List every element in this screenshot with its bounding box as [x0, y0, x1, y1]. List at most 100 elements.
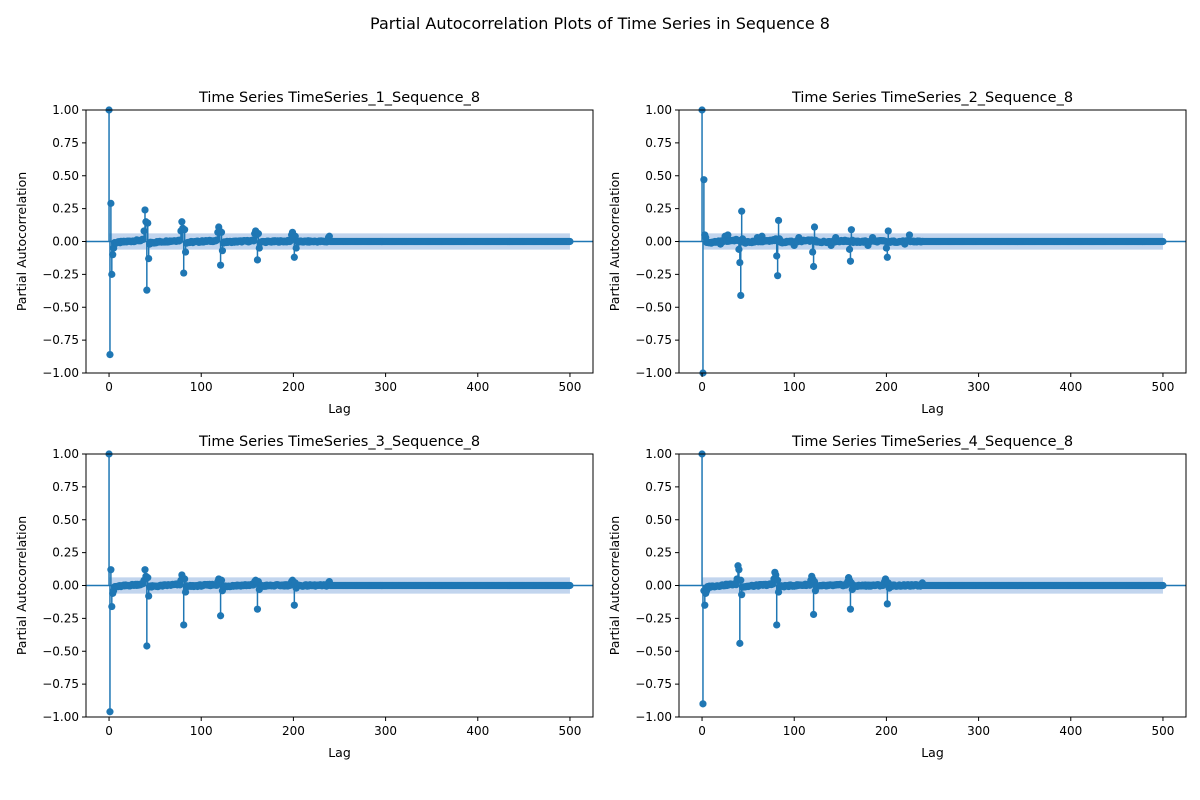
- y-axis-label: Partial Autocorrelation: [607, 516, 622, 655]
- pacf-marker: [884, 227, 892, 235]
- y-tick-label: −0.75: [42, 677, 79, 691]
- pacf-marker: [180, 269, 188, 277]
- pacf-marker: [218, 247, 227, 255]
- pacf-marker: [108, 270, 116, 278]
- pacf-marker: [845, 245, 854, 253]
- x-tick-label: 500: [1152, 724, 1175, 738]
- pacf-marker: [181, 588, 190, 596]
- pacf-marker: [736, 258, 744, 267]
- x-tick-label: 300: [374, 724, 397, 738]
- x-tick-label: 0: [105, 380, 113, 394]
- y-tick-label: −0.25: [635, 267, 672, 281]
- y-tick-label: −0.50: [635, 644, 672, 658]
- pacf-marker: [810, 223, 819, 231]
- pacf-marker: [254, 230, 262, 238]
- pacf-marker: [738, 591, 746, 599]
- pacf-marker: [141, 206, 149, 214]
- panel-title: Time Series TimeSeries_3_Sequence_8: [198, 434, 480, 450]
- pacf-marker: [735, 566, 743, 574]
- pacf-marker: [143, 642, 151, 650]
- pacf-marker: [141, 566, 149, 574]
- y-tick-label: −0.25: [635, 611, 672, 625]
- y-tick-label: 0.25: [52, 202, 79, 216]
- pacf-marker: [106, 708, 114, 716]
- pacf-marker: [566, 581, 574, 590]
- pacf-marker: [773, 252, 781, 260]
- pacf-marker: [180, 621, 188, 629]
- y-tick-label: 0.25: [52, 546, 79, 560]
- x-tick-label: 500: [559, 724, 582, 738]
- x-tick-label: 500: [1152, 380, 1175, 394]
- pacf-marker: [847, 226, 855, 234]
- pacf-marker: [846, 605, 855, 613]
- pacf-marker: [216, 261, 225, 269]
- y-tick-label: −1.00: [42, 710, 79, 724]
- x-tick-label: 200: [875, 380, 898, 394]
- pacf-marker: [809, 248, 817, 256]
- y-tick-label: −0.75: [42, 333, 79, 347]
- pacf-marker: [882, 244, 891, 252]
- y-tick-label: 0.50: [645, 169, 672, 183]
- x-tick-label: 0: [105, 724, 113, 738]
- pacf-marker: [736, 639, 744, 647]
- pacf-marker: [809, 610, 818, 619]
- y-tick-label: 0.25: [645, 546, 672, 560]
- y-tick-label: 0.75: [645, 480, 672, 494]
- x-tick-label: 300: [967, 380, 990, 394]
- y-tick-label: 0.75: [52, 136, 79, 150]
- pacf-marker: [178, 218, 186, 226]
- x-tick-label: 200: [282, 380, 305, 394]
- pacf-marker: [217, 228, 226, 236]
- pacf-marker: [883, 600, 891, 608]
- x-axis-label: Lag: [328, 401, 351, 416]
- y-axis-label: Partial Autocorrelation: [14, 172, 29, 311]
- pacf-marker: [732, 581, 740, 589]
- pacf-panel-4: 0 100 200 300 400 500 −1.00 −0.75 −0.50 −0.25 0.00…: [607, 434, 1187, 760]
- y-tick-label: 0.75: [645, 136, 672, 150]
- pacf-marker: [809, 262, 818, 271]
- pacf-marker: [140, 227, 148, 235]
- x-axis-label: Lag: [921, 401, 944, 416]
- pacf-marker: [290, 601, 298, 609]
- y-tick-label: −0.75: [635, 333, 672, 347]
- y-tick-label: 0.50: [52, 513, 79, 527]
- x-tick-label: 200: [875, 724, 898, 738]
- pacf-panel-3: 0 100 200 300 400 500 −1.00 −0.75 −0.50 −0.25 0.00…: [14, 434, 594, 760]
- pacf-marker: [181, 575, 189, 583]
- y-tick-label: 1.00: [52, 447, 79, 461]
- pacf-marker: [773, 621, 781, 629]
- pacf-marker: [109, 251, 117, 259]
- x-tick-label: 400: [1059, 724, 1082, 738]
- pacf-marker: [700, 176, 708, 184]
- x-tick-label: 100: [190, 380, 213, 394]
- x-tick-label: 400: [1059, 380, 1082, 394]
- y-tick-label: −0.50: [635, 300, 672, 314]
- pacf-marker: [566, 237, 574, 246]
- y-tick-label: 0.50: [52, 169, 79, 183]
- panel-title: Time Series TimeSeries_2_Sequence_8: [791, 90, 1073, 106]
- x-tick-label: 500: [559, 380, 582, 394]
- x-tick-label: 400: [466, 380, 489, 394]
- pacf-marker: [883, 253, 891, 261]
- pacf-marker: [774, 272, 782, 280]
- pacf-marker: [250, 237, 258, 245]
- pacf-marker: [253, 256, 262, 264]
- pacf-marker: [145, 592, 153, 600]
- y-tick-label: 1.00: [52, 103, 79, 117]
- y-tick-label: −0.50: [42, 644, 79, 658]
- pacf-panel-2: 0 100 200 300 400 500 −1.00 −0.75 −0.50 −0.25 0.00…: [607, 90, 1187, 416]
- pacf-marker: [108, 602, 116, 611]
- pacf-marker: [699, 700, 707, 708]
- pacf-marker: [176, 236, 184, 244]
- y-tick-label: 0.00: [645, 579, 672, 593]
- pacf-marker: [1159, 581, 1167, 590]
- y-tick-label: −1.00: [635, 710, 672, 724]
- pacf-marker: [1159, 237, 1167, 246]
- y-tick-label: 0.00: [52, 579, 79, 593]
- pacf-marker: [107, 566, 115, 574]
- x-tick-label: 300: [967, 724, 990, 738]
- pacf-marker: [181, 248, 190, 256]
- y-tick-label: 0.50: [645, 513, 672, 527]
- y-axis-label: Partial Autocorrelation: [607, 172, 622, 311]
